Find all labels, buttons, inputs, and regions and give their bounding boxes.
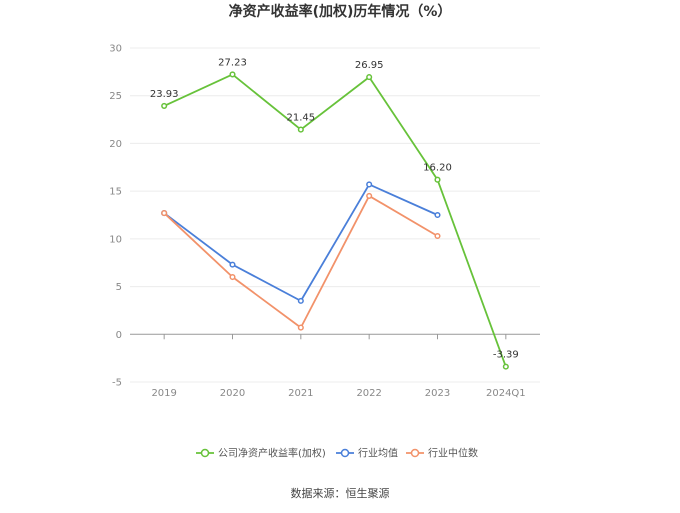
- data-point-s0-2023: [434, 176, 441, 183]
- series-line-2: [163, 195, 438, 329]
- data-point-s2-2020: [229, 273, 236, 281]
- x-tick-label-2019: 2019: [151, 388, 176, 399]
- x-tick-label-2021: 2021: [288, 388, 313, 399]
- data-label-2024Q1: -3.39: [493, 350, 519, 361]
- data-labels: 23.93 27.23 21.45 26.95 16.20 -3.39: [150, 57, 519, 360]
- data-point-s2-2019: [161, 210, 168, 217]
- x-tick-label-2024Q1: 2024Q1: [486, 388, 526, 399]
- y-tick-label-25: 25: [109, 91, 122, 102]
- y-tick-label-0: 0: [116, 330, 122, 341]
- data-point-s1-2021: [297, 297, 304, 304]
- data-label-2023: 16.20: [423, 163, 452, 174]
- data-label-2019: 23.93: [150, 89, 179, 100]
- legend-marker-2: [410, 448, 420, 458]
- x-tick-label-2022: 2022: [356, 388, 381, 399]
- y-tick-label-10: 10: [109, 234, 122, 245]
- series-lines: [161, 71, 509, 370]
- data-point-s0-2019: [161, 102, 168, 109]
- x-tick-label-2023: 2023: [425, 388, 450, 399]
- y-tick-label--5: -5: [112, 378, 122, 389]
- legend-marker-1: [340, 448, 350, 458]
- series-line-1: [163, 183, 438, 302]
- y-tick-label-30: 30: [109, 44, 122, 55]
- y-tick-label-5: 5: [116, 282, 122, 293]
- legend-label-0: 公司净资产收益率(加权): [218, 447, 326, 460]
- legend: 公司净资产收益率(加权) 行业均值 行业中位数: [196, 447, 478, 460]
- legend-label-2: 行业中位数: [428, 447, 478, 460]
- data-label-2020: 27.23: [218, 57, 247, 68]
- series-line-0: [163, 73, 507, 367]
- grid-lines: [130, 47, 540, 383]
- legend-label-1: 行业均值: [358, 447, 398, 460]
- x-tick-label-2020: 2020: [220, 388, 245, 399]
- y-tick-label-15: 15: [109, 187, 122, 198]
- data-label-2021: 21.45: [287, 113, 316, 124]
- data-point-s1-2022: [366, 181, 373, 188]
- data-point-s2-2022: [366, 192, 373, 199]
- data-source-note: 数据来源：恒生聚源: [291, 486, 390, 500]
- data-point-s2-2023: [434, 232, 441, 240]
- axes: -5 0 5 10 15 20 25 30 2019 2020 2021 2022 2023 2024Q1: [109, 44, 540, 399]
- data-point-s1-2020: [229, 261, 236, 268]
- data-point-s0-2022: [366, 74, 373, 81]
- data-point-s2-2021: [297, 324, 304, 331]
- legend-marker-0: [200, 448, 210, 458]
- chart-title: 净资产收益率(加权)历年情况（%）: [229, 3, 452, 20]
- data-label-2022: 26.95: [355, 60, 384, 71]
- data-point-s0-2021: [297, 126, 304, 133]
- data-point-s0-2020: [229, 71, 236, 78]
- y-tick-label-20: 20: [109, 139, 122, 150]
- data-point-s1-2023: [434, 211, 441, 219]
- data-point-s0-2024Q1: [502, 363, 509, 370]
